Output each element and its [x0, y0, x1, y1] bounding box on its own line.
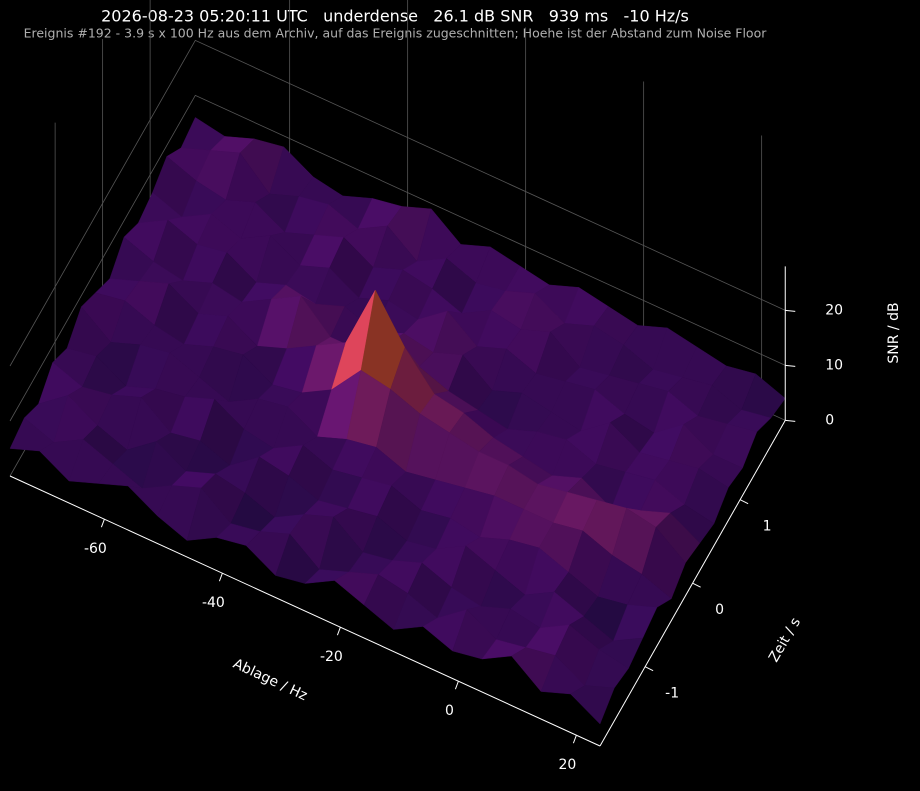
grid-line [9, 39, 786, 367]
z-tick-label: 20 [825, 302, 843, 318]
x-tick-label: -60 [84, 541, 107, 557]
x-tick-label: -40 [202, 595, 225, 611]
x-tick [336, 627, 341, 636]
y-axis-label: Zeit / s [766, 615, 804, 665]
z-tick [785, 419, 796, 422]
x-axis-line [9, 475, 601, 747]
x-axis-label: Ablage / Hz [230, 656, 309, 704]
x-tick-label: 0 [445, 703, 454, 719]
y-tick [739, 499, 749, 505]
surface-cell [570, 685, 615, 725]
grid-line [9, 94, 786, 422]
surface [9, 117, 786, 725]
x-tick [218, 573, 223, 582]
x-tick [100, 519, 105, 528]
z-axis-label: SNR / dB [886, 302, 902, 363]
x-tick [454, 681, 459, 690]
x-tick-label: -20 [320, 649, 343, 665]
y-tick-label: 1 [763, 519, 772, 535]
chart-subtitle: Ereignis #192 - 3.9 s x 100 Hz aus dem A… [24, 26, 768, 41]
z-tick [785, 309, 796, 312]
y-tick [644, 666, 654, 672]
x-tick [572, 735, 577, 744]
y-tick [692, 582, 701, 588]
chart-title: 2026-08-23 05:20:11 UTC underdense 26.1 … [101, 7, 689, 26]
z-tick [785, 364, 796, 367]
y-tick-label: -1 [665, 686, 679, 702]
y-tick-label: 0 [715, 602, 724, 618]
x-tick-label: 20 [558, 757, 576, 773]
z-tick-label: 10 [825, 357, 843, 373]
z-tick-label: 0 [825, 412, 834, 428]
